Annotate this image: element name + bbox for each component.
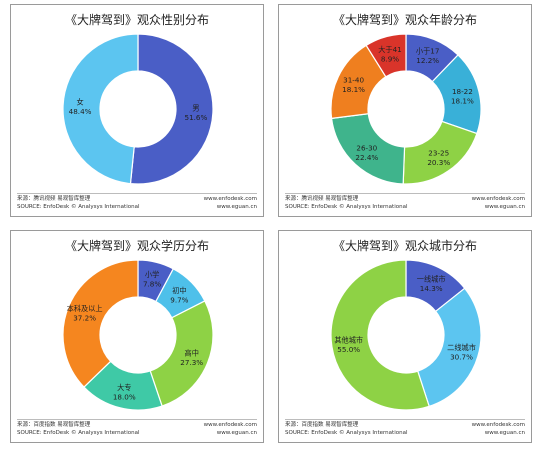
slice-category-label: 女 — [76, 98, 83, 107]
gender-donut: 男51.6% 女48.4% — [62, 33, 214, 185]
slice-value-label: 7.8% — [143, 280, 161, 289]
slice-category-label: 26-30 — [356, 143, 377, 152]
slice-category-label: 其他城市 — [334, 336, 363, 345]
source-site-enfodesk: www.enfodesk.com — [203, 196, 257, 202]
donut-slice-其他城市 — [330, 259, 430, 411]
donut-slice-男 — [129, 33, 214, 185]
source-copyright: SOURCE: EnfoDesk © Analysys Internationa… — [17, 204, 140, 210]
gender-chart-panel: 《大牌驾到》观众性别分布 男 51.6% 女 48.4% 来源：腾讯视频 易观智库整理… — [10, 4, 264, 217]
city-chart-panel: 《大牌驾到》观众城市分布 一线城市 14.3% 二线城市 30.7% 其他城市 55.0%… — [278, 230, 532, 443]
slice-category-label: 23-25 — [428, 148, 449, 157]
slice-category-label: 初中 — [172, 286, 186, 295]
slice-category-label: 二线城市 — [447, 343, 476, 352]
slice-value-label: 51.6% — [185, 113, 208, 122]
chart-title: 《大牌驾到》观众年龄分布 — [332, 13, 477, 27]
slice-category-label: 男 — [192, 103, 199, 112]
slice-value-label: 8.9% — [381, 54, 399, 63]
slice-value-label: 22.4% — [355, 153, 378, 162]
slice-category-label: 一线城市 — [417, 274, 446, 283]
source-site-enfodesk: www.enfodesk.com — [471, 196, 525, 202]
chart-title: 《大牌驾到》观众城市分布 — [332, 239, 477, 253]
donut-slice-女 — [62, 33, 139, 185]
slice-value-label: 18.0% — [113, 392, 136, 401]
slice-category-label: 18-22 — [452, 87, 473, 96]
source-note: 来源：腾讯视频 易观智库整理 — [285, 196, 359, 202]
slice-category-label: 小于17 — [416, 47, 440, 56]
slice-value-label: 20.3% — [427, 158, 450, 167]
slice-value-label: 30.7% — [450, 353, 473, 362]
slice-category-label: 高中 — [185, 348, 199, 357]
slice-category-label: 31-40 — [343, 76, 364, 85]
divider — [285, 193, 525, 194]
source-site-enfodesk: www.enfodesk.com — [471, 422, 525, 428]
divider — [17, 419, 257, 420]
source-note: 来源：腾讯视频 易观智库整理 — [17, 196, 91, 202]
slice-value-label: 55.0% — [337, 345, 360, 354]
slice-value-label: 12.2% — [416, 56, 439, 65]
divider — [285, 419, 525, 420]
education-chart-panel: 《大牌驾到》观众学历分布 小学 7.8% 初中 9.7% 高中 27.3% 大专 18.0% 本… — [10, 230, 264, 443]
age-donut: 小于1712.2%18-2218.1%23-2520.3%26-3022.4%3… — [330, 33, 482, 185]
source-site-eguan: www.eguan.cn — [216, 430, 257, 436]
source-site-eguan: www.eguan.cn — [484, 204, 525, 210]
slice-value-label: 37.2% — [73, 313, 96, 322]
slice-value-label: 14.3% — [420, 284, 443, 293]
donut-slice-高中 — [149, 300, 214, 407]
slice-value-label: 27.3% — [180, 358, 203, 367]
source-site-eguan: www.eguan.cn — [216, 204, 257, 210]
chart-title: 《大牌驾到》观众性别分布 — [64, 13, 209, 27]
slice-category-label: 大专 — [117, 383, 131, 392]
source-note: 来源：百度指数 易观智库整理 — [285, 422, 359, 428]
donut-slice-二线城市 — [416, 287, 482, 408]
slice-category-label: 大于41 — [378, 45, 402, 54]
slice-category-label: 小学 — [145, 270, 159, 279]
source-copyright: SOURCE: EnfoDesk © Analysys Internationa… — [285, 204, 408, 210]
slice-value-label: 18.1% — [451, 96, 474, 105]
source-note: 来源：百度指数 易观智库整理 — [17, 422, 91, 428]
slice-value-label: 9.7% — [170, 295, 188, 304]
source-copyright: SOURCE: EnfoDesk © Analysys Internationa… — [17, 430, 140, 436]
source-copyright: SOURCE: EnfoDesk © Analysys Internationa… — [285, 430, 408, 436]
chart-title: 《大牌驾到》观众学历分布 — [64, 239, 209, 253]
donut-slice-本科及以上 — [62, 259, 139, 388]
slice-category-label: 本科及以上 — [67, 304, 103, 313]
age-chart-panel: 《大牌驾到》观众年龄分布 小于17 12.2% 18-22 18.1% 23-25 20.… — [278, 4, 532, 217]
source-site-eguan: www.eguan.cn — [484, 430, 525, 436]
slice-value-label: 18.1% — [342, 85, 365, 94]
divider — [17, 193, 257, 194]
source-site-enfodesk: www.enfodesk.com — [203, 422, 257, 428]
donut-slice-大于41 — [365, 33, 407, 78]
slice-value-label: 48.4% — [69, 107, 92, 116]
